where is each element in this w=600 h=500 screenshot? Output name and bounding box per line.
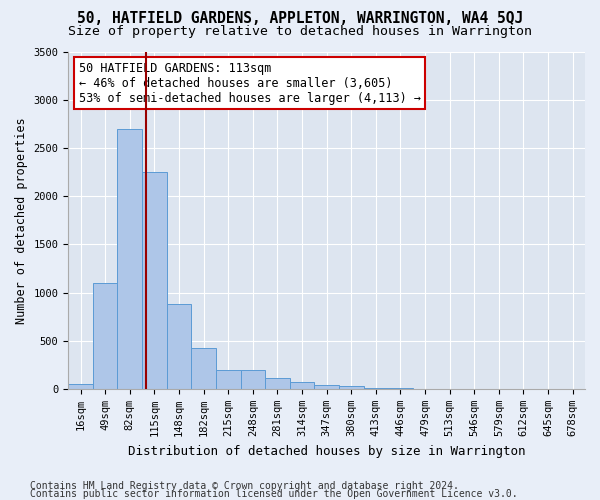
Text: 50, HATFIELD GARDENS, APPLETON, WARRINGTON, WA4 5QJ: 50, HATFIELD GARDENS, APPLETON, WARRINGT…	[77, 11, 523, 26]
Text: 50 HATFIELD GARDENS: 113sqm
← 46% of detached houses are smaller (3,605)
53% of : 50 HATFIELD GARDENS: 113sqm ← 46% of det…	[79, 62, 421, 104]
Bar	[93, 283, 118, 389]
Bar	[118, 128, 142, 389]
Text: Size of property relative to detached houses in Warrington: Size of property relative to detached ho…	[68, 25, 532, 38]
Bar	[68, 384, 93, 389]
Bar	[290, 382, 314, 389]
Bar	[339, 386, 364, 389]
Bar	[142, 172, 167, 389]
Bar	[216, 370, 241, 389]
Text: Contains public sector information licensed under the Open Government Licence v3: Contains public sector information licen…	[30, 489, 518, 499]
Bar	[167, 304, 191, 389]
Bar	[265, 378, 290, 389]
Y-axis label: Number of detached properties: Number of detached properties	[15, 117, 28, 324]
Bar	[191, 348, 216, 389]
Text: Contains HM Land Registry data © Crown copyright and database right 2024.: Contains HM Land Registry data © Crown c…	[30, 481, 459, 491]
X-axis label: Distribution of detached houses by size in Warrington: Distribution of detached houses by size …	[128, 444, 526, 458]
Bar	[364, 388, 388, 389]
Bar	[314, 385, 339, 389]
Bar	[241, 370, 265, 389]
